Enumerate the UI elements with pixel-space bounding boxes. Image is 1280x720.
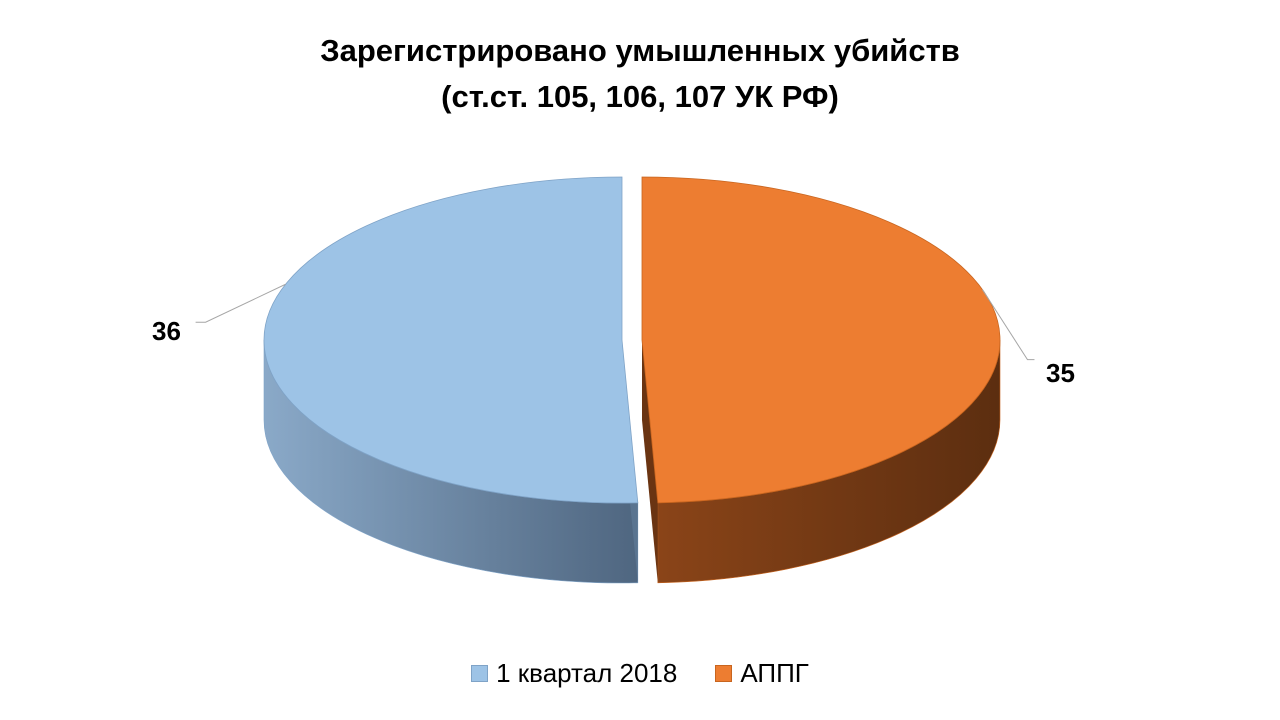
leader-line-appg bbox=[982, 289, 1035, 361]
pie-slice-1-kvartal-2018 bbox=[263, 176, 639, 504]
legend-label-1-kvartal-2018: 1 квартал 2018 bbox=[496, 658, 678, 688]
legend-swatch-appg bbox=[715, 665, 733, 682]
pie-slice-front-wall-appg bbox=[642, 340, 658, 583]
chart-title-line-2: (ст.ст. 105, 106, 107 УК РФ) bbox=[441, 79, 839, 114]
pie-slice-appg bbox=[641, 176, 1001, 504]
legend-swatch-1-kvartal-2018 bbox=[471, 665, 489, 682]
legend-item-1-kvartal-2018: 1 квартал 2018 bbox=[471, 658, 677, 689]
chart-legend: 1 квартал 2018 АППГ bbox=[0, 658, 1280, 689]
chart-title: Зарегистрировано умышленных убийств (ст.… bbox=[0, 28, 1280, 120]
chart-title-line-1: Зарегистрировано умышленных убийств bbox=[320, 33, 960, 68]
data-label-1-kvartal-2018: 36 bbox=[152, 316, 181, 346]
data-label-appg: 35 bbox=[1046, 358, 1075, 388]
legend-item-appg: АППГ bbox=[715, 658, 809, 689]
leader-line-1-kvartal-2018 bbox=[195, 283, 286, 323]
legend-label-appg: АППГ bbox=[740, 658, 809, 688]
